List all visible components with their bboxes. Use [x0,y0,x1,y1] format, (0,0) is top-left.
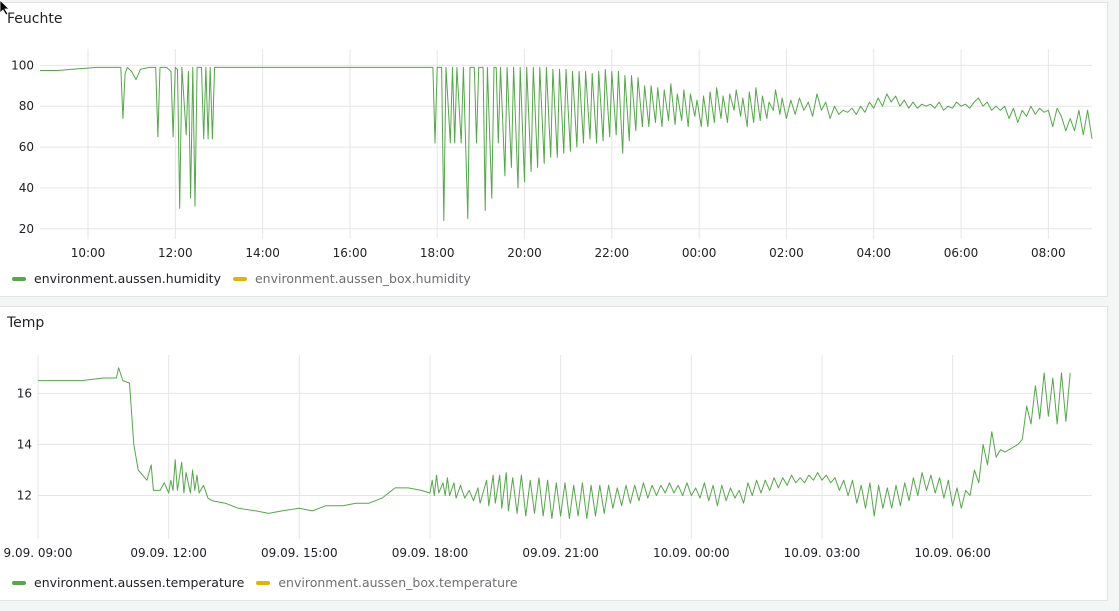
legend-item-humidity[interactable]: environment.aussen.humidity [12,271,221,286]
x-tick-label: 18:00 [420,246,455,260]
legend-label: environment.aussen_box.temperature [278,575,518,590]
series-line-environment-aussen-humidity[interactable] [40,66,1093,222]
legend-item-temperature[interactable]: environment.aussen.temperature [12,575,244,590]
y-tick-label: 60 [19,140,34,154]
y-tick-label: 80 [19,99,34,113]
x-tick-label: 16:00 [333,246,368,260]
x-tick-label: 00:00 [682,246,717,260]
mouse-cursor-icon [0,0,10,16]
humidity-chart[interactable]: 20 40 60 80 100 10:00 12:00 14:00 16:00 18:00 20:0… [0,3,1108,273]
x-tick-label: 09.09. 18:00 [392,546,469,560]
x-tick-label: 02:00 [769,246,804,260]
y-tick-label: 14 [17,437,32,451]
legend: environment.aussen.temperature environme… [12,575,530,590]
y-tick-label: 16 [17,386,32,400]
x-tick-label: 08:00 [1031,246,1066,260]
legend-label: environment.aussen_box.humidity [254,271,471,286]
x-tick-label: 09.09. 21:00 [522,546,599,560]
x-tick-label: 14:00 [245,246,280,260]
x-tick-label: 10.09. 00:00 [653,546,730,560]
legend-label: environment.aussen.temperature [34,575,245,590]
series-color-swatch [232,276,247,281]
panel-title[interactable]: Feuchte [7,11,63,27]
legend: environment.aussen.humidity environment.… [12,271,483,286]
x-tick-label: 20:00 [507,246,542,260]
x-tick-label: 10.09. 06:00 [914,546,991,560]
temperature-chart[interactable]: 12 14 16 9.09. 09:00 09.09. 12:00 09.09. 15:0… [0,307,1108,577]
x-tick-label: 22:00 [595,246,630,260]
y-tick-label: 100 [11,58,34,72]
y-tick-label: 40 [19,181,34,195]
x-tick-label: 10:00 [71,246,106,260]
x-tick-label: 04:00 [856,246,891,260]
legend-item-box-humidity[interactable]: environment.aussen_box.humidity [232,271,471,286]
panel-title[interactable]: Temp [7,315,45,331]
y-tick-label: 12 [17,489,32,503]
x-tick-label: 9.09. 09:00 [4,546,73,560]
x-tick-label: 09.09. 12:00 [130,546,207,560]
y-tick-label: 20 [19,222,34,236]
x-tick-label: 09.09. 15:00 [261,546,338,560]
series-color-swatch [256,580,271,585]
series-color-swatch [12,276,26,281]
x-tick-label: 12:00 [158,246,193,260]
series-line-environment-aussen-temperature[interactable] [38,367,1071,520]
legend-item-box-temperature[interactable]: environment.aussen_box.temperature [256,575,518,590]
series-color-swatch [12,580,26,585]
x-tick-label: 10.09. 03:00 [784,546,861,560]
legend-label: environment.aussen.humidity [34,271,221,286]
humidity-panel: Feuchte 20 40 60 80 100 10:00 12:00 14:00 16:00 1… [0,2,1108,297]
temperature-panel: Temp 12 14 16 9.09. 09:00 09.09. 12:00 09.09.… [0,306,1108,601]
x-tick-label: 06:00 [944,246,979,260]
